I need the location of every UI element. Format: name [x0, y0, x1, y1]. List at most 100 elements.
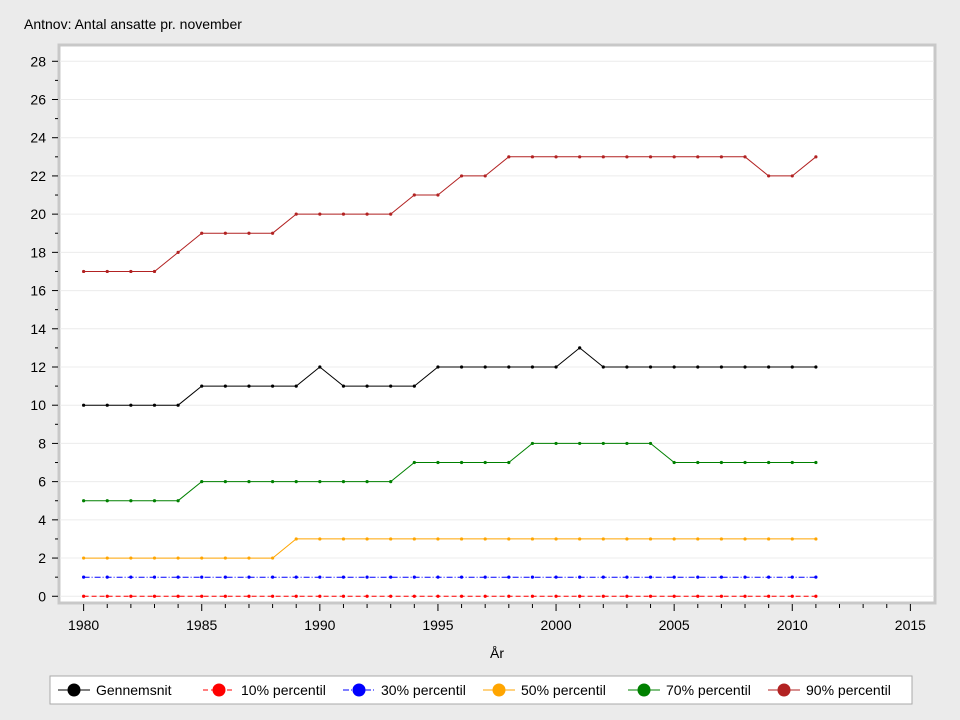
- data-point: [200, 556, 204, 560]
- x-tick-label: 1995: [422, 617, 453, 633]
- data-point: [790, 365, 794, 369]
- data-point: [554, 155, 558, 159]
- data-point: [341, 212, 346, 216]
- data-point: [459, 594, 464, 598]
- data-point: [223, 556, 227, 560]
- x-tick-label: 2010: [777, 617, 808, 633]
- data-point: [790, 594, 794, 598]
- data-point: [412, 537, 416, 541]
- data-point: [672, 365, 676, 369]
- data-point: [507, 537, 511, 541]
- data-point: [341, 537, 346, 541]
- data-point: [530, 575, 535, 579]
- data-point: [389, 594, 393, 598]
- data-point: [294, 480, 298, 484]
- data-point: [223, 480, 227, 484]
- data-point: [578, 441, 582, 446]
- data-point: [412, 575, 416, 579]
- data-point: [223, 231, 227, 235]
- data-point: [672, 537, 676, 541]
- data-point: [82, 575, 86, 579]
- data-point: [507, 460, 511, 465]
- data-point: [412, 193, 416, 197]
- data-point: [507, 365, 511, 369]
- data-point: [790, 537, 794, 541]
- y-tick-label: 16: [30, 283, 46, 299]
- series-line: [83, 347, 816, 406]
- data-point: [625, 441, 629, 446]
- data-point: [294, 384, 298, 388]
- data-point: [530, 155, 535, 159]
- series-lines: [82, 155, 818, 598]
- data-point: [790, 174, 794, 178]
- data-point: [389, 575, 393, 579]
- data-point: [483, 537, 487, 541]
- data-point: [223, 594, 227, 598]
- data-point: [814, 460, 818, 465]
- data-point: [601, 441, 605, 446]
- data-point: [270, 556, 275, 560]
- data-point: [648, 594, 653, 598]
- y-tick-label: 2: [38, 550, 46, 566]
- y-tick-label: 0: [38, 588, 46, 604]
- data-point: [105, 403, 109, 407]
- data-point: [459, 174, 464, 178]
- legend-label: 10% percentil: [241, 682, 326, 698]
- data-point: [365, 212, 369, 216]
- y-tick-label: 26: [30, 91, 46, 107]
- x-tick-label: 1990: [304, 617, 335, 633]
- data-point: [105, 556, 109, 560]
- data-point: [294, 575, 298, 579]
- data-point: [648, 441, 653, 446]
- data-point: [719, 575, 724, 579]
- data-point: [554, 575, 558, 579]
- data-point: [743, 460, 747, 465]
- data-point: [719, 155, 724, 159]
- data-point: [318, 537, 322, 541]
- data-point: [436, 460, 440, 465]
- data-point: [767, 594, 771, 598]
- data-point: [814, 575, 818, 579]
- x-axis-title: År: [490, 645, 504, 661]
- data-point: [176, 403, 180, 407]
- data-point: [365, 575, 369, 579]
- data-point: [152, 594, 157, 598]
- x-tick-label: 1985: [186, 617, 217, 633]
- data-point: [294, 212, 298, 216]
- data-point: [389, 384, 393, 388]
- data-point: [129, 403, 133, 407]
- data-point: [696, 594, 700, 598]
- data-point: [483, 174, 487, 178]
- data-point: [105, 575, 109, 579]
- data-point: [578, 594, 582, 598]
- data-point: [436, 594, 440, 598]
- data-point: [578, 537, 582, 541]
- data-point: [270, 594, 275, 598]
- x-tick-label: 2000: [540, 617, 571, 633]
- data-point: [294, 537, 298, 541]
- data-point: [129, 575, 133, 579]
- data-point: [719, 537, 724, 541]
- data-point: [696, 537, 700, 541]
- series-line: [83, 156, 817, 272]
- x-tick-label: 2015: [895, 617, 926, 633]
- data-point: [767, 460, 771, 465]
- data-point: [625, 365, 629, 369]
- x-tick-label: 2005: [659, 617, 690, 633]
- data-point: [82, 499, 86, 503]
- data-point: [554, 594, 558, 598]
- data-point: [176, 575, 180, 579]
- data-point: [767, 575, 771, 579]
- data-point: [294, 594, 298, 598]
- y-tick-label: 6: [38, 474, 46, 490]
- data-point: [648, 537, 653, 541]
- series-line: [83, 442, 816, 502]
- data-point: [105, 269, 109, 274]
- data-point: [129, 269, 133, 274]
- legend-label: Gennemsnit: [96, 682, 172, 698]
- data-point: [247, 575, 251, 579]
- data-point: [530, 594, 535, 598]
- y-tick-label: 28: [30, 53, 46, 69]
- data-point: [767, 365, 771, 369]
- data-point: [767, 537, 771, 541]
